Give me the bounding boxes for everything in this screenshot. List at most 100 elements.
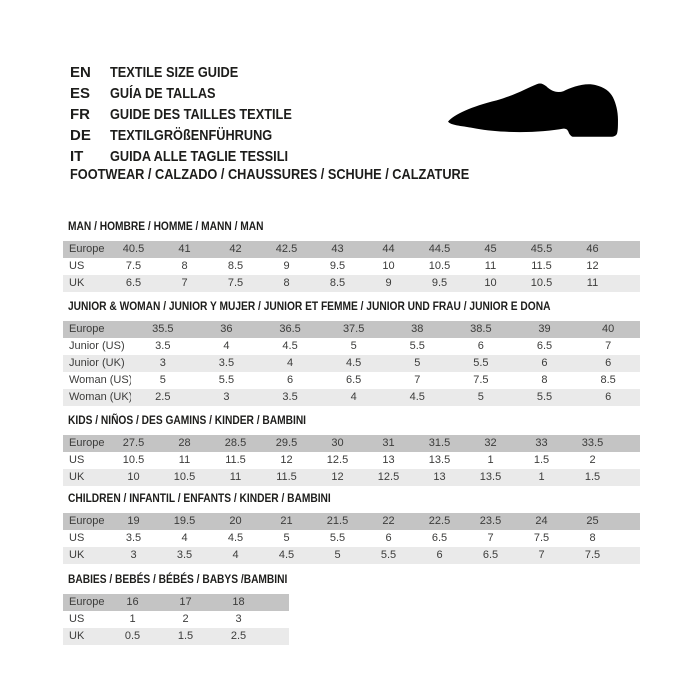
table-row: Europe 35.5 36 36.5 37.5 38 38.5 39 40: [63, 321, 640, 338]
row-label: Europe: [63, 513, 108, 530]
language-label-text: TEXTILGRÖßENFÜHRUNG: [110, 127, 273, 144]
size-cell: 6: [477, 340, 484, 352]
size-cell: 19.5: [159, 513, 210, 530]
size-cell: 28.5: [210, 435, 261, 452]
size-cell: 6: [576, 389, 640, 406]
size-cell: 5.5: [512, 389, 577, 406]
size-cell: 31: [363, 435, 414, 452]
size-cell: 11: [484, 260, 497, 272]
size-cell: 3: [235, 613, 242, 625]
language-row-es: ES GUÍA DE TALLAS: [70, 83, 324, 104]
size-cell: 1: [516, 469, 567, 486]
size-cell: 12: [312, 469, 363, 486]
size-cell: 3: [194, 389, 259, 406]
section-title: KIDS / NIÑOS / DES GAMINS / KINDER / BAM…: [63, 414, 648, 427]
size-cell: 3.5: [194, 355, 259, 372]
size-cell: 40: [576, 321, 640, 338]
size-cell: 10.5: [159, 469, 210, 486]
size-table-man: Europe 40.5 41 42 42.5 43 44 44.5 45 45.5 46 US 7.5 8…: [63, 241, 640, 292]
section-man: MAN / HOMBRE / HOMME / MANN / MAN Europe 4…: [63, 220, 648, 292]
size-cell: 7: [487, 532, 494, 544]
size-cell: 9: [363, 275, 414, 292]
size-cell: 7.5: [567, 547, 618, 564]
size-cell: 5.5: [449, 355, 513, 372]
size-cell: 5: [312, 547, 363, 564]
size-cell: 22.5: [414, 513, 465, 530]
size-cell: 24: [516, 513, 567, 530]
language-code: FR: [70, 106, 90, 123]
row-label: Europe: [63, 241, 108, 258]
size-table-babies: Europe 16 17 18 US 1 2 3 UK 0.5 1.5 2.5: [63, 594, 289, 645]
size-cell: 37.5: [321, 321, 386, 338]
size-cell: 38.5: [449, 321, 513, 338]
section-title-text: BABIES / BEBÉS / BÉBÉS / BABYS /BAMBINI: [68, 572, 288, 586]
shoe-icon: [446, 83, 620, 146]
size-cell: 12: [586, 260, 599, 272]
size-cell: 16: [106, 594, 159, 611]
table-row: Europe 19 19.5 20 21 21.5 22 22.5 23.5 24 25: [63, 513, 640, 530]
language-code: ES: [70, 85, 91, 102]
size-cell: 45.5: [516, 241, 567, 258]
size-cell: 1.5: [567, 469, 618, 486]
size-cell: 20: [210, 513, 261, 530]
spacer-cell: [618, 452, 640, 469]
section-title: JUNIOR & WOMAN / JUNIOR Y MUJER / JUNIOR…: [63, 300, 648, 313]
row-label: Woman (UK): [63, 389, 132, 406]
size-cell: 12.5: [363, 469, 414, 486]
size-table-children: Europe 19 19.5 20 21 21.5 22 22.5 23.5 24 25 US 3.5 4…: [63, 513, 640, 564]
section-title-text: JUNIOR & WOMAN / JUNIOR Y MUJER / JUNIOR…: [68, 299, 551, 313]
table-row: US 10.5 11 11.5 12 12.5 13 13.5 1 1.5 2: [63, 452, 640, 469]
size-cell: 8: [261, 275, 312, 292]
row-label: US: [69, 260, 85, 272]
table-row: UK 3 3.5 4 4.5 5 5.5 6 6.5 7 7.5: [63, 547, 640, 564]
size-cell: 2: [589, 454, 596, 466]
size-cell: 6.5: [465, 547, 516, 564]
size-cell: 6.5: [431, 532, 448, 544]
size-cell: 6.5: [536, 340, 553, 352]
size-cell: 5.5: [329, 532, 346, 544]
size-cell: 2: [182, 613, 189, 625]
size-cell: 4.5: [227, 532, 244, 544]
size-cell: 6.5: [346, 374, 362, 386]
spacer-cell: [265, 628, 289, 645]
row-label: UK: [63, 547, 108, 564]
size-cell: 7.5: [125, 260, 142, 272]
size-cell: 25: [567, 513, 618, 530]
size-cell: 45: [465, 241, 516, 258]
size-cell: 7.5: [210, 275, 261, 292]
size-cell: 42: [210, 241, 261, 258]
size-cell: 5: [159, 374, 166, 386]
language-row-en: EN TEXTILE SIZE GUIDE: [70, 62, 324, 83]
table-row: Woman (US) 5 5.5 6 6.5 7 7.5 8 8.5: [63, 372, 640, 389]
size-cell: 1: [487, 454, 494, 466]
size-cell: 35.5: [131, 321, 195, 338]
row-label: US: [69, 613, 85, 625]
size-cell: 0.5: [106, 628, 159, 645]
spacer-cell: [265, 594, 289, 611]
table-row: Europe 40.5 41 42 42.5 43 44 44.5 45 45.5 46: [63, 241, 640, 258]
size-cell: 3.5: [125, 532, 142, 544]
size-table-junior-woman: Europe 35.5 36 36.5 37.5 38 38.5 39 40 Junior (US…: [63, 321, 640, 406]
size-cell: 2.5: [131, 389, 195, 406]
section-title: MAN / HOMBRE / HOMME / MANN / MAN: [63, 220, 648, 233]
size-cell: 23.5: [465, 513, 516, 530]
size-cell: 33: [516, 435, 567, 452]
spacer-cell: [618, 469, 640, 486]
language-label: GUIDE DES TAILLES TEXTILE: [110, 106, 324, 123]
size-cell: 17: [159, 594, 212, 611]
size-cell: 4.5: [261, 547, 312, 564]
size-cell: 12.5: [326, 454, 349, 466]
row-label: Europe: [63, 435, 108, 452]
size-cell: 4.5: [385, 389, 450, 406]
language-label-text: GUIDA ALLE TAGLIE TESSILI: [110, 148, 289, 165]
size-cell: 13: [414, 469, 465, 486]
size-cell: 3.5: [155, 340, 171, 352]
size-cell: 8: [589, 532, 596, 544]
size-cell: 2.5: [212, 628, 265, 645]
language-label-text: GUÍA DE TALLAS: [110, 85, 216, 102]
size-cell: 39: [512, 321, 577, 338]
table-row: Junior (UK) 3 3.5 4 4.5 5 5.5 6 6: [63, 355, 640, 372]
size-cell: 44: [363, 241, 414, 258]
spacer-cell: [265, 611, 289, 628]
size-cell: 29.5: [261, 435, 312, 452]
